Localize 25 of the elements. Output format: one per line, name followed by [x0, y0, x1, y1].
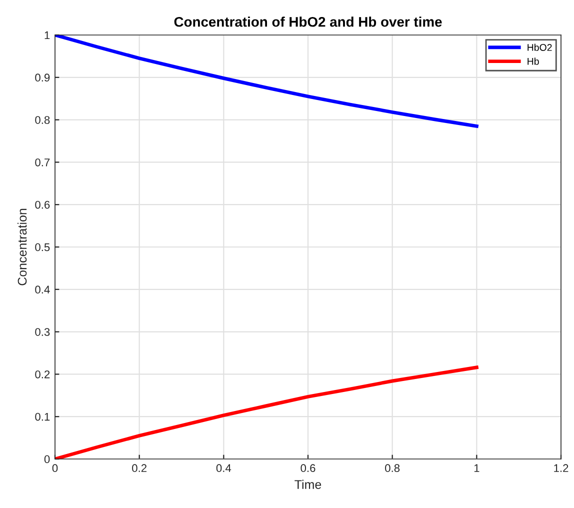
- x-tick-label: 1.2: [554, 464, 568, 472]
- x-tick-label: 0: [52, 464, 58, 472]
- x-axis-title: Time: [294, 480, 322, 489]
- x-tick-label: 1: [474, 464, 480, 472]
- y-tick-label: 0.3: [35, 328, 50, 336]
- line-series: [55, 366, 478, 459]
- y-axis-title: Concentration: [17, 208, 27, 286]
- y-tick-label: 0.7: [35, 158, 50, 166]
- y-tick-label: 0.9: [35, 74, 50, 82]
- y-tick-label: 0.6: [35, 200, 50, 209]
- x-tick-label: 0.4: [216, 464, 232, 472]
- x-tick-label: 0.2: [132, 464, 146, 472]
- x-tick-label: 0.8: [385, 464, 400, 472]
- y-tick-label: 0.8: [35, 116, 50, 124]
- legend-label: Hb: [528, 58, 539, 65]
- y-tick-label: 0.1: [35, 412, 50, 421]
- y-tick-label: 0.4: [35, 286, 50, 294]
- y-tick-label: 0.5: [35, 243, 50, 252]
- y-tick-label: 0: [44, 455, 50, 464]
- y-tick-label: 1: [44, 31, 50, 40]
- y-tick-label: 0.2: [35, 370, 50, 378]
- chart-title: Concentration of HbO2 and Hb over time: [174, 16, 442, 27]
- line-series: [55, 35, 478, 128]
- x-tick-label: 0.6: [300, 464, 316, 472]
- legend-label: HbO2: [528, 44, 552, 51]
